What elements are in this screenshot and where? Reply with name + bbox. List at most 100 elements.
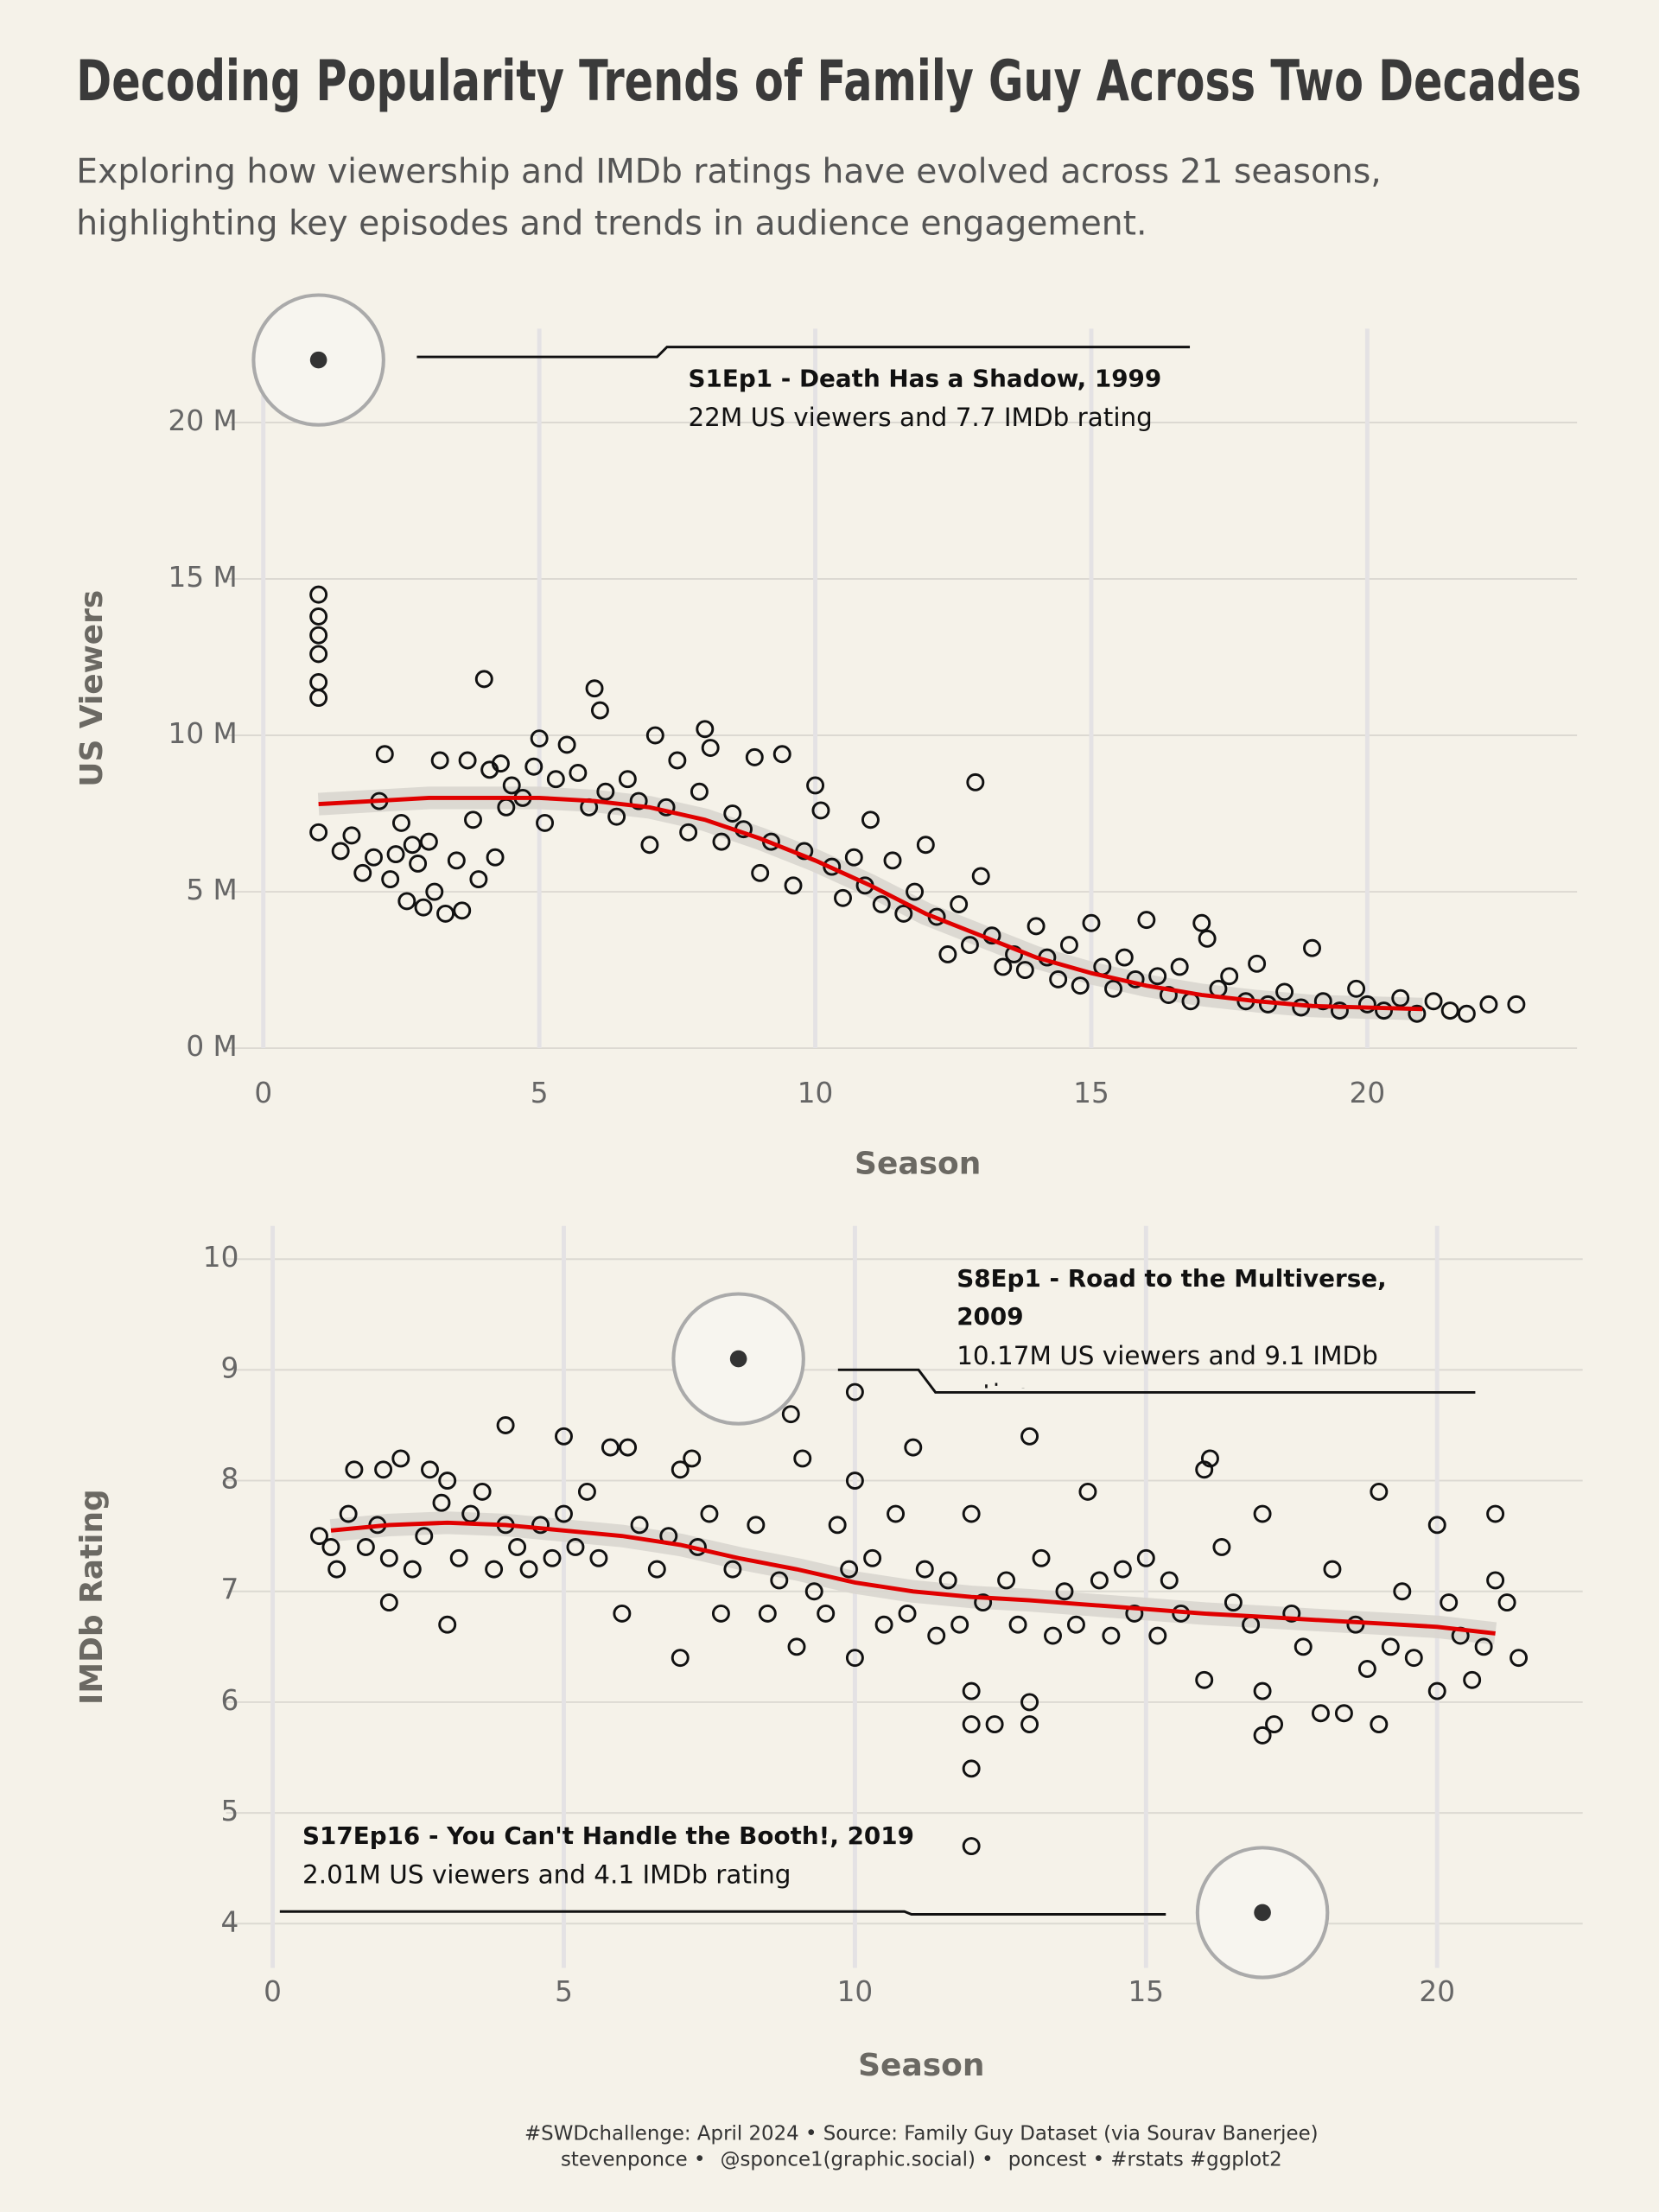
leader-line [416, 346, 1191, 359]
data-point [1059, 936, 1078, 955]
data-point [425, 882, 444, 901]
data-point [817, 1604, 836, 1623]
data-point [696, 720, 715, 739]
data-point [386, 845, 405, 864]
data-point [403, 1560, 422, 1579]
y-tick-label: 10 M [168, 717, 238, 750]
data-point [1104, 979, 1123, 998]
data-point [379, 1548, 398, 1567]
data-point [585, 679, 604, 698]
data-point [397, 892, 416, 911]
data-point [1265, 1715, 1284, 1734]
data-point [640, 836, 659, 855]
data-point [887, 1504, 906, 1523]
y-tick-label: 5 M [186, 874, 237, 906]
data-point [309, 645, 328, 664]
data-point [590, 701, 609, 720]
annotation-box: S8Ep1 - Road to the Multiverse, 2009 10.1… [957, 1262, 1423, 1389]
data-point [872, 895, 891, 913]
data-point [1393, 1582, 1412, 1601]
data-point [1457, 1004, 1476, 1023]
data-point [453, 901, 472, 920]
data-point [1311, 1704, 1330, 1723]
data-point [464, 810, 482, 830]
data-point [331, 842, 350, 861]
data-point [1066, 1615, 1085, 1634]
annotation: S8Ep1 - Road to the Multiverse, 2009 10.1… [957, 1262, 1423, 1389]
data-point [309, 689, 328, 708]
y-tick-label: 9 [221, 1351, 239, 1384]
data-point [1078, 1482, 1097, 1501]
data-point [536, 813, 555, 832]
data-point [508, 1538, 527, 1556]
data-point [1200, 1449, 1219, 1468]
x-tick-label: 20 [1419, 1975, 1455, 2008]
annotation-title: S8Ep1 - Road to the Multiverse, 2009 [957, 1265, 1387, 1332]
caption: #SWDchallenge: April 2024 • Source: Fami… [524, 2123, 1319, 2145]
data-point [701, 739, 720, 757]
data-point [962, 1837, 981, 1856]
data-point [432, 1493, 451, 1512]
data-point [1044, 1626, 1062, 1645]
data-point [1055, 1582, 1074, 1601]
data-point [1357, 1660, 1376, 1678]
data-point [745, 747, 764, 766]
data-point [543, 1548, 562, 1567]
y-tick-label: 15 M [168, 561, 238, 594]
data-point [1115, 948, 1134, 967]
data-point [629, 791, 648, 810]
data-point [356, 1538, 375, 1556]
data-point [1408, 1004, 1427, 1023]
data-point [530, 729, 549, 748]
data-point [491, 754, 510, 773]
data-point [712, 832, 731, 851]
data-point [962, 1681, 981, 1700]
data-point [1136, 1548, 1155, 1567]
leader-line [279, 1910, 1166, 1916]
data-point [1220, 967, 1239, 986]
page-title: Decoding Popularity Trends of Family Guy… [76, 48, 1581, 114]
data-point [391, 813, 410, 832]
data-point [645, 726, 664, 745]
highlight-point [1254, 1904, 1271, 1922]
data-point [1486, 1571, 1505, 1590]
data-point [906, 882, 925, 901]
y-tick-label: 0 M [186, 1030, 237, 1063]
data-point [938, 1571, 957, 1590]
x-tick-label: 20 [1350, 1077, 1386, 1109]
data-point [519, 1560, 538, 1579]
data-point [473, 1482, 492, 1501]
data-point [619, 1438, 638, 1457]
data-point [1282, 1604, 1301, 1623]
data-point [668, 751, 687, 770]
data-point [1357, 995, 1376, 1014]
data-point [1224, 1593, 1243, 1612]
y-tick-label: 4 [221, 1905, 239, 1938]
data-point [430, 751, 449, 770]
annotation-text: 10.17M US viewers and 9.1 IMDb rating [957, 1341, 1378, 1389]
data-point [690, 782, 709, 801]
annotation: S1Ep1 - Death Has a Shadow, 1999 22M US v… [688, 361, 1281, 437]
data-point [321, 1538, 340, 1556]
data-point [327, 1560, 346, 1579]
data-point [524, 757, 543, 776]
data-point [1294, 1637, 1313, 1656]
data-point [1404, 1649, 1423, 1668]
data-point [898, 1604, 917, 1623]
data-point [458, 751, 477, 770]
caption: stevenponce • @sponce1(graphic.social) •… [561, 2148, 1282, 2171]
data-point [375, 745, 394, 764]
caption: stevenponce • [561, 2148, 706, 2171]
data-point [531, 1516, 550, 1535]
data-point [950, 895, 969, 913]
data-point [770, 1571, 789, 1590]
annotation-text: 22M US viewers and 7.7 IMDb rating [688, 403, 1153, 434]
data-point [1313, 992, 1332, 1011]
annotation-box: S1Ep1 - Death Has a Shadow, 1999 22M US v… [688, 361, 1281, 437]
data-point [1160, 1571, 1179, 1590]
subtitle: Exploring how viewership and IMDb rating… [76, 152, 1381, 191]
data-point [845, 1382, 864, 1402]
data-point [1102, 1626, 1121, 1645]
data-point [449, 1548, 468, 1567]
data-point [671, 1460, 690, 1479]
